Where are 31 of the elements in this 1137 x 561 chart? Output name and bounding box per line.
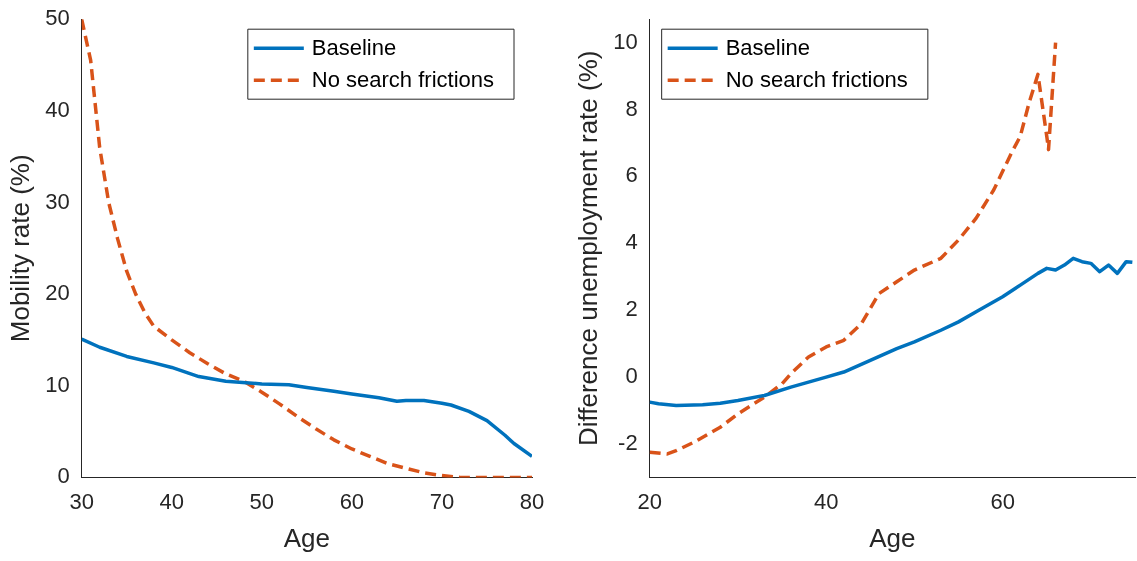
legend-label: No search frictions: [311, 67, 495, 93]
x-tick-label: 50: [249, 488, 275, 514]
x-tick-label: 70: [429, 488, 455, 514]
x-tick-label: 40: [159, 488, 184, 514]
x-tick-label: 60: [990, 488, 1015, 514]
x-axis-title: Age: [869, 522, 916, 553]
y-tick-label: 10: [613, 28, 638, 54]
y-axis-title: Mobility rate (%): [4, 154, 35, 343]
line-series: [81, 19, 532, 478]
y-tick-label: 30: [45, 188, 70, 214]
legend-label: Baseline: [311, 35, 397, 61]
y-tick-label: 4: [625, 229, 638, 255]
y-axis-title: Difference unemployment rate (%): [572, 50, 603, 447]
legend-label: Baseline: [725, 35, 811, 61]
x-tick-label: 60: [339, 488, 365, 514]
x-tick-label: 40: [813, 488, 839, 514]
x-axis-title: Age: [283, 522, 330, 553]
y-tick-label: 0: [625, 363, 638, 389]
y-tick-label: 40: [45, 96, 70, 122]
line-series: [649, 40, 1058, 456]
legend-label: No search frictions: [725, 67, 908, 93]
y-tick-label: 20: [45, 280, 70, 306]
y-tick-label: 0: [57, 463, 70, 489]
y-tick-label: -2: [618, 430, 638, 456]
y-tick-label: 2: [625, 296, 638, 322]
x-tick-label: 30: [69, 488, 94, 514]
y-tick-label: 10: [45, 371, 70, 397]
y-tick-label: 6: [625, 162, 638, 188]
y-tick-label: 8: [625, 95, 638, 121]
x-tick-label: 80: [519, 488, 545, 514]
y-tick-label: 50: [45, 5, 70, 31]
